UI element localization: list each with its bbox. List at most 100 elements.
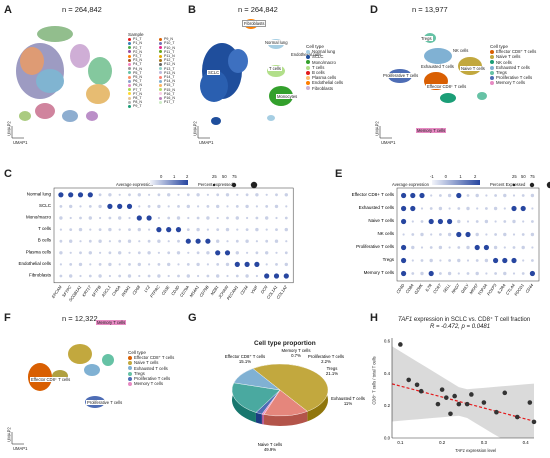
legend-label: P3_N (133, 58, 142, 63)
pct-size-key (212, 183, 216, 187)
pie-label-tregs: Tregs (327, 366, 338, 371)
legend-label: P8_T (133, 96, 142, 101)
expression-dot (167, 193, 171, 197)
expression-dot (475, 259, 479, 262)
legend-label: P14_N (164, 79, 175, 84)
expression-dot (108, 227, 112, 232)
expression-dot (438, 245, 443, 250)
pct-size-dot (546, 181, 550, 189)
sample-legend-item: P3_N (128, 58, 157, 62)
sample-legend-item: P16_T (159, 92, 188, 96)
row-label-naive-t-cells: Naive T cells (368, 218, 394, 223)
panel-b-umap (197, 19, 293, 139)
gene-label-nkg7: NKG7 (450, 282, 461, 294)
panel-d-label-effector: Effector CD8⁺ T cells (426, 84, 468, 89)
gene-label-ctla4: CTLA4 (505, 282, 517, 296)
legend-swatch (128, 88, 131, 92)
expression-dot (429, 246, 433, 249)
expression-dot (127, 239, 132, 243)
expression-dot (79, 251, 82, 255)
data-point (448, 411, 453, 417)
avg-tick-label: 0 (160, 174, 163, 179)
legend-label: P6_T (133, 79, 142, 84)
expression-dot (157, 239, 161, 243)
panel-a-cell-count: n = 264,842 (62, 5, 102, 14)
legend-label: P3_T (133, 54, 142, 59)
legend-item-t-cells: T cells (306, 65, 360, 70)
panel-letter-a: A (4, 4, 12, 16)
expression-dot (474, 244, 480, 251)
expression-dot (494, 272, 497, 275)
sample-legend-item: P7_T (128, 88, 157, 92)
expression-dot (437, 218, 443, 225)
panel-h-xlabel-rest: expression level (464, 448, 497, 453)
legend-label: P10_T (164, 41, 175, 46)
sample-legend-item: P13_T (159, 67, 188, 71)
legend-label: Exhausted T cells (496, 64, 530, 70)
data-point (452, 393, 457, 399)
expression-dot (177, 274, 180, 278)
expression-dot (167, 205, 170, 208)
expression-dot (494, 194, 497, 197)
expression-dot (411, 220, 414, 223)
expression-dot (485, 272, 488, 275)
sample-legend-item: P2_T (128, 46, 157, 50)
expression-dot (69, 228, 73, 231)
expression-dot (448, 246, 451, 249)
expression-dot (520, 205, 526, 212)
expression-dot (420, 246, 424, 249)
legend-label: NK cells (496, 59, 512, 65)
pct-tick-label: 25 (512, 174, 517, 179)
gene-label-cd3d: CD3D (395, 283, 405, 295)
row-label-plasma-cells: Plasma cells (26, 249, 52, 254)
expression-dot (447, 218, 453, 225)
expression-dot (255, 205, 258, 208)
expression-dot (503, 207, 506, 210)
legend-swatch (128, 83, 131, 87)
avg-tick-label: 2 (474, 174, 477, 179)
expression-dot (137, 262, 141, 267)
legend-label: Naive T cells (134, 360, 159, 366)
expression-dot (147, 274, 151, 278)
panel-e-avg-gradient (432, 180, 480, 185)
legend-label: Naive T cells (496, 54, 521, 60)
legend-swatch (490, 60, 494, 65)
expression-dot (148, 193, 151, 196)
expression-dot (402, 233, 405, 236)
expression-dot (235, 216, 239, 220)
expression-dot (265, 205, 269, 208)
expression-dot (98, 204, 102, 209)
pie-pct-tregs: 21.1% (326, 371, 338, 376)
expression-dot (457, 246, 461, 249)
expression-dot (118, 228, 121, 231)
expression-dot (275, 251, 278, 254)
expression-dot (167, 262, 171, 267)
expression-dot (531, 207, 534, 210)
panel-h-stats: R = -0.472, p = 0.0481 (430, 324, 491, 330)
expression-dot (108, 251, 112, 255)
expression-dot (410, 192, 416, 199)
expression-dot (226, 240, 229, 243)
panel-h-y-axis-label: CD8⁺ T cells / total T cells (371, 356, 377, 405)
row-label-sclc: SCLC (39, 203, 52, 208)
expression-dot (420, 259, 424, 262)
row-label-nk-cells: NK cells (377, 231, 394, 236)
expression-dot (284, 251, 288, 255)
legend-label: P17_T (164, 100, 175, 105)
expression-dot (175, 227, 182, 233)
panel-b-label-fibroblasts: Fibroblasts (242, 20, 267, 27)
expression-dot (226, 274, 229, 278)
legend-swatch (159, 67, 162, 71)
legend-swatch (306, 76, 310, 81)
expression-dot (98, 228, 102, 231)
pct-tick-label: 75 (530, 174, 535, 179)
expression-dot (78, 262, 83, 267)
panel-h-x-axis-label: TAF1 expression level (455, 448, 496, 453)
panel-a-y-axis-label: UMAP2 (6, 121, 12, 136)
expression-dot (157, 251, 160, 254)
data-point (418, 388, 424, 394)
expression-dot (88, 251, 93, 255)
expression-dot (273, 273, 280, 279)
expression-dot (522, 259, 525, 262)
expression-dot (275, 216, 278, 220)
